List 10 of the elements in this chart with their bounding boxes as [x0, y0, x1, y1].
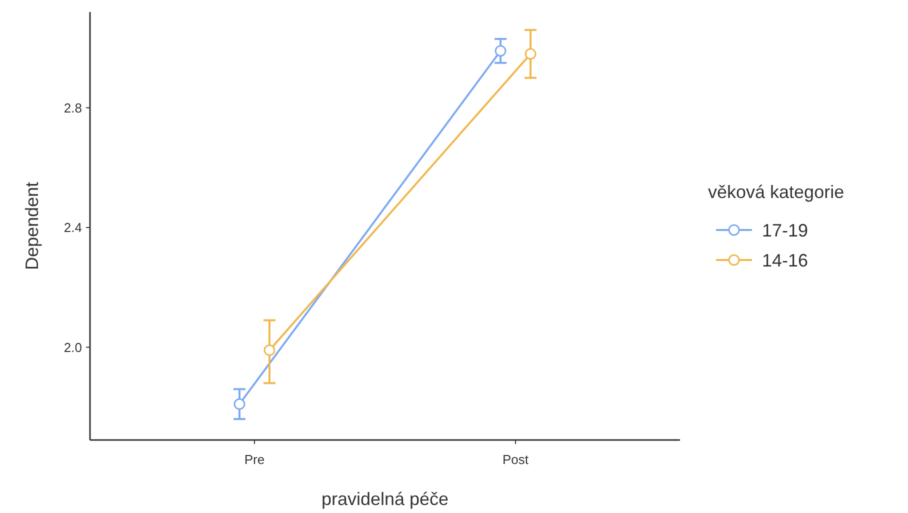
y-tick-label: 2.4: [64, 220, 82, 236]
y-tick-label: 2.8: [64, 100, 82, 116]
legend-title: věková kategorie: [708, 182, 844, 202]
y-tick-label: 2.0: [64, 340, 82, 355]
x-tick-label: Pre: [244, 452, 265, 467]
legend-label: 14-16: [762, 250, 808, 270]
legend-label: 17-19: [762, 220, 808, 240]
x-axis-title: pravidelná péče: [321, 489, 449, 509]
y-axis-title: Dependent: [22, 182, 42, 270]
x-tick-label: Post: [502, 452, 529, 467]
